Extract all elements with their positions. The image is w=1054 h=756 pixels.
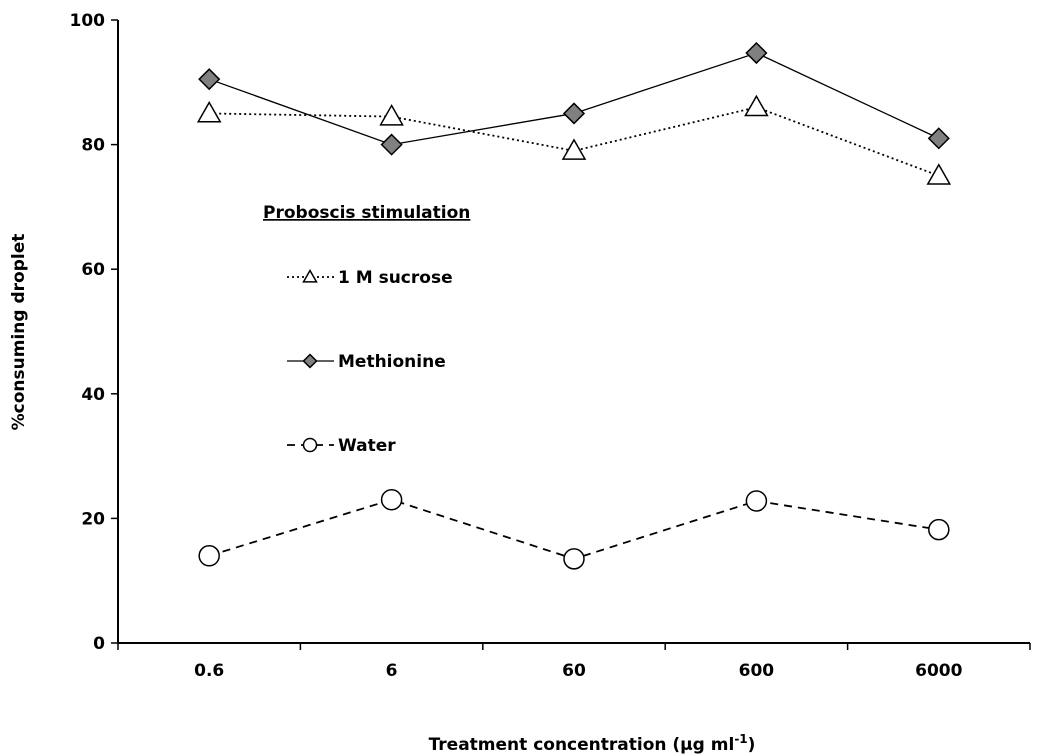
legend-label: Water xyxy=(338,436,396,456)
legend-marker xyxy=(302,437,318,453)
data-point xyxy=(563,548,585,570)
legend-label: 1 M sucrose xyxy=(338,268,453,288)
y-tick-label: 100 xyxy=(70,11,106,31)
data-point xyxy=(744,94,769,117)
data-point xyxy=(562,102,586,125)
data-point xyxy=(927,127,950,150)
legend-marker xyxy=(302,353,318,369)
data-point xyxy=(196,100,222,123)
x-tick-label: 60 xyxy=(562,661,586,681)
data-point xyxy=(561,138,587,160)
data-point xyxy=(380,133,403,156)
axes: 0 20 40 60 80 100 0.6 6 60 600 6000 xyxy=(70,11,1031,681)
data-point xyxy=(380,488,403,511)
series-line xyxy=(209,106,940,177)
y-axis-title: %consuming droplet xyxy=(9,234,29,431)
data-point xyxy=(198,68,221,91)
data-point xyxy=(379,104,404,126)
x-tick-label: 0.6 xyxy=(194,661,224,681)
data-point xyxy=(745,41,768,65)
x-tick-label: 600 xyxy=(739,661,775,681)
legend-label: Methionine xyxy=(338,352,446,372)
data-point xyxy=(198,545,220,567)
y-tick-label: 20 xyxy=(81,509,105,529)
legend-title: Proboscis stimulation xyxy=(263,203,470,223)
y-tick-label: 60 xyxy=(81,260,105,280)
data-point xyxy=(928,518,950,541)
legend-marker xyxy=(302,268,318,283)
series-line xyxy=(208,52,940,146)
series-markers xyxy=(196,41,952,570)
y-tick-label: 40 xyxy=(81,385,105,405)
y-tick-label: 80 xyxy=(81,136,105,156)
x-tick-label: 6 xyxy=(386,661,398,681)
data-point xyxy=(926,163,952,185)
series-lines xyxy=(208,52,940,560)
x-axis-title: Treatment concentration (µg ml-1) xyxy=(429,732,756,755)
legend: Proboscis stimulation 1 M sucrose Methion… xyxy=(263,203,470,456)
x-tick-label: 6000 xyxy=(915,661,962,681)
data-point xyxy=(745,490,768,512)
y-tick-label: 0 xyxy=(93,634,105,654)
